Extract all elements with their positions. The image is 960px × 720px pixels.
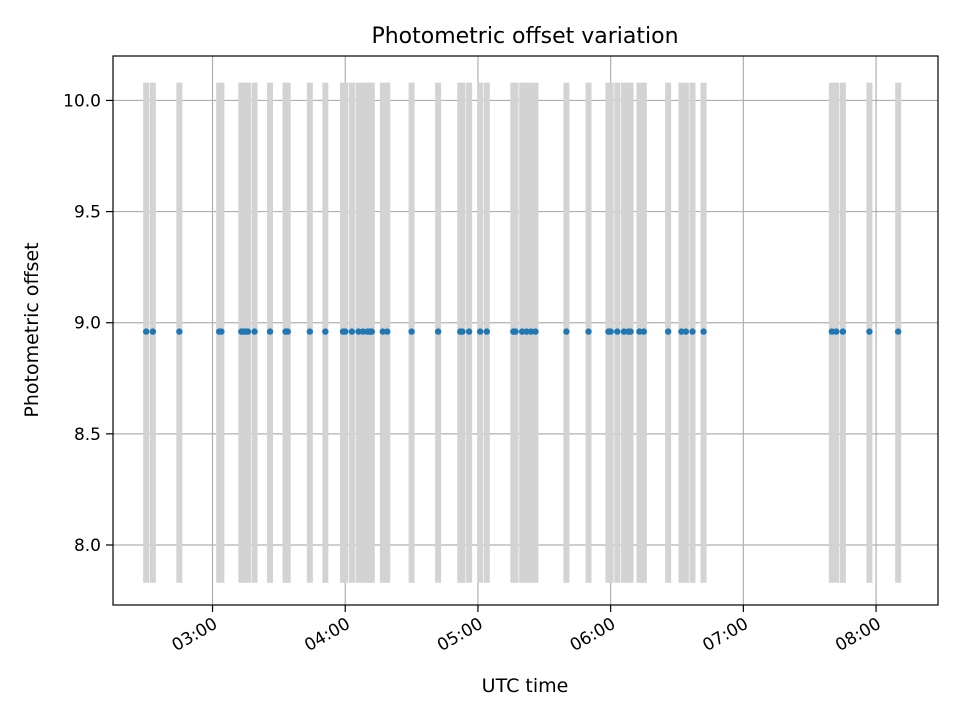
data-point: [348, 328, 356, 335]
x-axis-label: UTC time: [482, 675, 569, 697]
data-point: [636, 328, 643, 335]
data-point: [839, 328, 847, 335]
y-tick-label: 9.0: [74, 314, 101, 334]
data-point: [384, 328, 391, 335]
y-axis: 8.0 8.5 9.0 9.5 10.0: [63, 91, 113, 556]
data-point: [614, 328, 621, 335]
data-point: [244, 328, 252, 335]
data-point: [149, 328, 157, 335]
data-point: [833, 328, 840, 335]
data-point: [627, 328, 634, 335]
data-point: [359, 328, 367, 335]
data-point: [894, 328, 902, 335]
data-point: [483, 328, 490, 335]
data-point: [368, 328, 375, 335]
data-point: [828, 328, 836, 335]
data-point: [518, 328, 526, 335]
data-point: [408, 328, 415, 335]
data-point: [664, 328, 672, 335]
data-point: [512, 328, 519, 335]
data-point: [476, 328, 484, 335]
data-point: [176, 328, 183, 335]
data-point: [607, 328, 614, 335]
data-point: [532, 328, 539, 335]
data-point: [284, 328, 291, 335]
point-layer: [142, 328, 902, 335]
data-point: [459, 328, 466, 335]
data-point: [689, 328, 696, 335]
data-point: [585, 328, 592, 335]
y-tick-label: 8.0: [74, 536, 101, 556]
data-point: [465, 328, 473, 335]
data-point: [527, 328, 535, 335]
data-point: [266, 328, 274, 335]
data-point: [142, 328, 150, 335]
chart-title: Photometric offset variation: [371, 24, 678, 49]
y-tick-label: 9.5: [74, 203, 101, 223]
data-point: [218, 328, 225, 335]
y-tick-label: 8.5: [74, 425, 101, 445]
data-point: [379, 328, 387, 335]
data-point: [682, 328, 690, 335]
data-point: [563, 328, 570, 335]
data-point: [342, 328, 349, 335]
data-point: [620, 328, 628, 335]
plot-frame: [112, 55, 939, 606]
data-point: [306, 328, 314, 335]
y-tick-label: 10.0: [63, 91, 101, 111]
data-point: [523, 328, 530, 335]
data-point: [251, 328, 258, 335]
plot-area: [112, 55, 939, 606]
data-point: [640, 328, 648, 335]
data-point: [678, 328, 685, 335]
data-point: [355, 328, 362, 335]
data-point: [434, 328, 442, 335]
y-axis-label: Photometric offset: [21, 242, 43, 417]
data-point: [700, 328, 707, 335]
data-point: [866, 328, 873, 335]
data-point: [322, 328, 329, 335]
